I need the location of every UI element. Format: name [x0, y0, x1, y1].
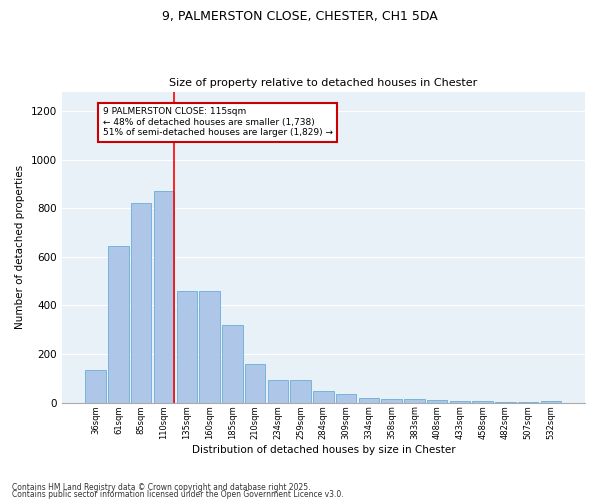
Bar — [268, 380, 288, 402]
Bar — [313, 390, 334, 402]
Text: 9 PALMERSTON CLOSE: 115sqm
← 48% of detached houses are smaller (1,738)
51% of s: 9 PALMERSTON CLOSE: 115sqm ← 48% of deta… — [103, 108, 332, 137]
Bar — [427, 400, 448, 402]
Bar — [336, 394, 356, 402]
Title: Size of property relative to detached houses in Chester: Size of property relative to detached ho… — [169, 78, 478, 88]
Bar — [222, 325, 242, 402]
Bar — [108, 246, 129, 402]
Bar — [154, 191, 174, 402]
Bar — [382, 399, 402, 402]
Text: Contains HM Land Registry data © Crown copyright and database right 2025.: Contains HM Land Registry data © Crown c… — [12, 484, 311, 492]
Bar — [290, 380, 311, 402]
Bar — [245, 364, 265, 403]
X-axis label: Distribution of detached houses by size in Chester: Distribution of detached houses by size … — [191, 445, 455, 455]
Y-axis label: Number of detached properties: Number of detached properties — [15, 165, 25, 329]
Bar — [404, 399, 425, 402]
Bar — [131, 204, 151, 402]
Bar — [359, 398, 379, 402]
Bar — [176, 291, 197, 403]
Bar — [199, 291, 220, 403]
Text: Contains public sector information licensed under the Open Government Licence v3: Contains public sector information licen… — [12, 490, 344, 499]
Bar — [85, 370, 106, 402]
Text: 9, PALMERSTON CLOSE, CHESTER, CH1 5DA: 9, PALMERSTON CLOSE, CHESTER, CH1 5DA — [162, 10, 438, 23]
